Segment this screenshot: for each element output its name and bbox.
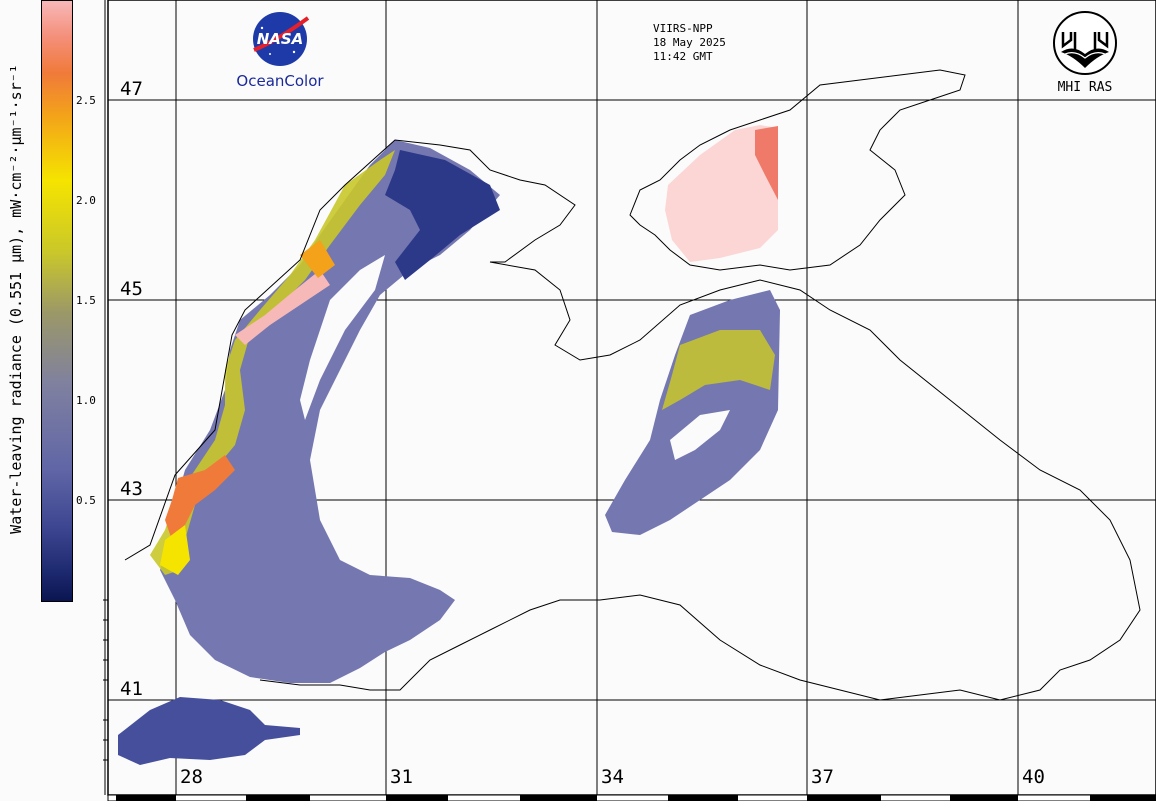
colorbar-tick-0-5: 0.5 — [76, 494, 96, 507]
nasa-oceancolor-logo: NASA OceanColor — [232, 10, 328, 90]
left-ticks — [103, 599, 108, 761]
lat-label-43: 43 — [120, 478, 143, 500]
lon-label-34: 34 — [601, 766, 624, 788]
lat-label-45: 45 — [120, 278, 143, 300]
acquisition-time: 11:42 GMT — [653, 50, 713, 63]
graticule — [108, 0, 1156, 795]
central-sea-radiance — [605, 290, 780, 535]
acquisition-info: VIIRS-NPP 18 May 2025 11:42 GMT — [653, 22, 726, 64]
marmara-sea — [118, 697, 300, 765]
azov-sea-masked — [665, 125, 778, 262]
lon-label-31: 31 — [390, 766, 413, 788]
nasa-logo-word: NASA — [257, 30, 304, 48]
nasa-meatball-icon: NASA — [253, 12, 310, 66]
acquisition-date: 18 May 2025 — [653, 36, 726, 49]
central-turbid-band — [662, 330, 775, 410]
mhi-emblem-icon — [1053, 11, 1117, 75]
colorbar-tick-2-5: 2.5 — [76, 94, 96, 107]
colorbar-title: Water-leaving radiance (0.551 μm), mW·cm… — [7, 64, 25, 534]
lon-label-28: 28 — [180, 766, 203, 788]
orange-strip-north — [300, 240, 335, 278]
azov-coastline — [629, 69, 966, 271]
central-cloud-gap — [670, 410, 730, 460]
satellite-name: VIIRS-NPP — [653, 22, 713, 35]
coastal-yellow-patch — [160, 525, 190, 575]
colorbar — [41, 0, 73, 602]
lon-label-37: 37 — [811, 766, 834, 788]
mhi-ras-logo: MHI RAS — [1045, 10, 1125, 95]
lat-label-47: 47 — [120, 78, 143, 100]
nw-shelf-dark — [385, 150, 500, 280]
coastal-orange-patch — [165, 455, 235, 540]
oceancolor-label: OceanColor — [236, 72, 324, 90]
colorbar-tick-2-0: 2.0 — [76, 194, 96, 207]
colorbar-tick-1-0: 1.0 — [76, 394, 96, 407]
colorbar-tick-1-5: 1.5 — [76, 294, 96, 307]
azov-bright-edge — [755, 126, 778, 200]
mhi-ras-label: MHI RAS — [1057, 80, 1113, 95]
coastline — [124, 139, 1141, 701]
lat-label-41: 41 — [120, 678, 143, 700]
lon-label-40: 40 — [1022, 766, 1045, 788]
western-sea-radiance — [160, 140, 500, 683]
cloud-gap-west — [300, 255, 385, 420]
scale-bar — [107, 794, 1156, 801]
coastal-pink-strip — [235, 270, 330, 345]
